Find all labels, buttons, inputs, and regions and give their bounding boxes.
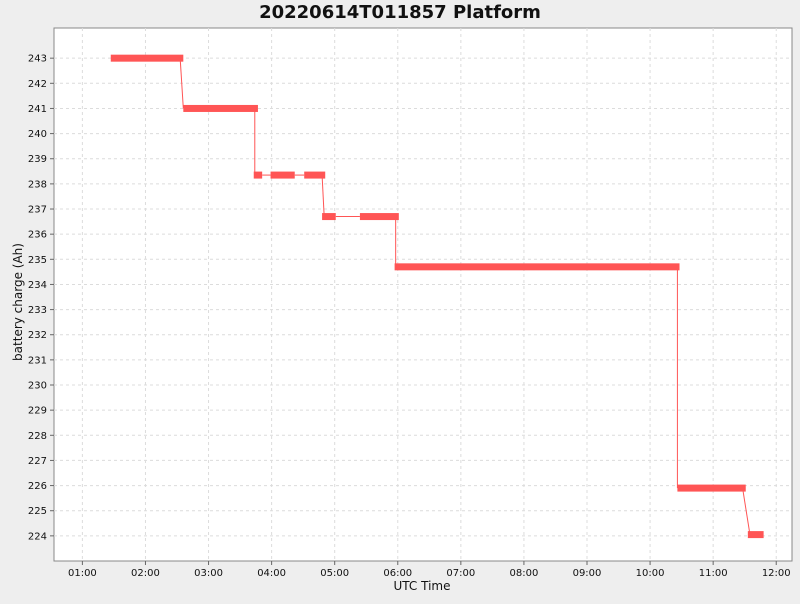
chart-title: 20220614T011857 Platform bbox=[259, 2, 541, 23]
data-segment bbox=[183, 104, 258, 112]
x-tick-label: 09:00 bbox=[573, 568, 602, 579]
data-series bbox=[110, 54, 764, 539]
x-tick-label: 03:00 bbox=[194, 568, 223, 579]
data-segment bbox=[394, 263, 680, 271]
series-connector-line bbox=[321, 175, 325, 217]
y-axis-label: battery charge (Ah) bbox=[11, 243, 25, 361]
x-tick-label: 06:00 bbox=[383, 568, 412, 579]
x-axis-label: UTC Time bbox=[394, 579, 451, 593]
y-tick-label: 238 bbox=[28, 179, 47, 190]
x-tick-label: 11:00 bbox=[699, 568, 728, 579]
data-segment bbox=[110, 54, 184, 62]
x-tick-label: 12:00 bbox=[762, 568, 791, 579]
y-tick-label: 225 bbox=[28, 506, 47, 517]
y-tick-label: 233 bbox=[28, 305, 47, 316]
series-connector-line bbox=[742, 488, 751, 535]
y-tick-label: 226 bbox=[28, 481, 47, 492]
x-tick-label: 05:00 bbox=[320, 568, 349, 579]
y-tick-label: 229 bbox=[28, 406, 47, 417]
y-tick-label: 239 bbox=[28, 154, 47, 165]
y-tick-label: 224 bbox=[28, 531, 47, 542]
y-axis: 224 225 226 227 228 229 230 231 232 233 234 235 236 2… bbox=[28, 54, 54, 542]
y-tick-label: 237 bbox=[28, 205, 47, 216]
y-tick-label: 240 bbox=[28, 129, 47, 140]
y-tick-label: 228 bbox=[28, 431, 47, 442]
y-tick-label: 230 bbox=[28, 381, 47, 392]
data-segment bbox=[270, 171, 295, 179]
x-tick-label: 10:00 bbox=[636, 568, 665, 579]
data-segment bbox=[322, 213, 336, 221]
y-tick-label: 241 bbox=[28, 104, 47, 115]
x-axis: 01:00 02:00 03:00 04:00 05:00 06:00 07:00 08:00… bbox=[68, 561, 791, 579]
data-segment bbox=[677, 484, 746, 492]
series-connector-line bbox=[179, 58, 184, 109]
x-tick-label: 04:00 bbox=[257, 568, 286, 579]
y-tick-label: 236 bbox=[28, 230, 47, 241]
x-tick-label: 07:00 bbox=[446, 568, 475, 579]
x-tick-label: 02:00 bbox=[131, 568, 160, 579]
plot-area bbox=[53, 27, 793, 562]
x-tick-label: 08:00 bbox=[510, 568, 539, 579]
y-tick-label: 234 bbox=[28, 280, 47, 291]
grid bbox=[54, 28, 792, 561]
x-tick-label: 01:00 bbox=[68, 568, 97, 579]
data-segment bbox=[747, 531, 764, 539]
data-segment bbox=[253, 171, 263, 179]
y-tick-label: 227 bbox=[28, 456, 47, 467]
y-tick-label: 231 bbox=[28, 355, 47, 366]
y-tick-label: 242 bbox=[28, 79, 47, 90]
y-tick-label: 243 bbox=[28, 54, 47, 65]
data-segment bbox=[359, 213, 399, 221]
y-tick-label: 232 bbox=[28, 330, 47, 341]
y-tick-label: 235 bbox=[28, 255, 47, 266]
data-segment bbox=[304, 171, 326, 179]
